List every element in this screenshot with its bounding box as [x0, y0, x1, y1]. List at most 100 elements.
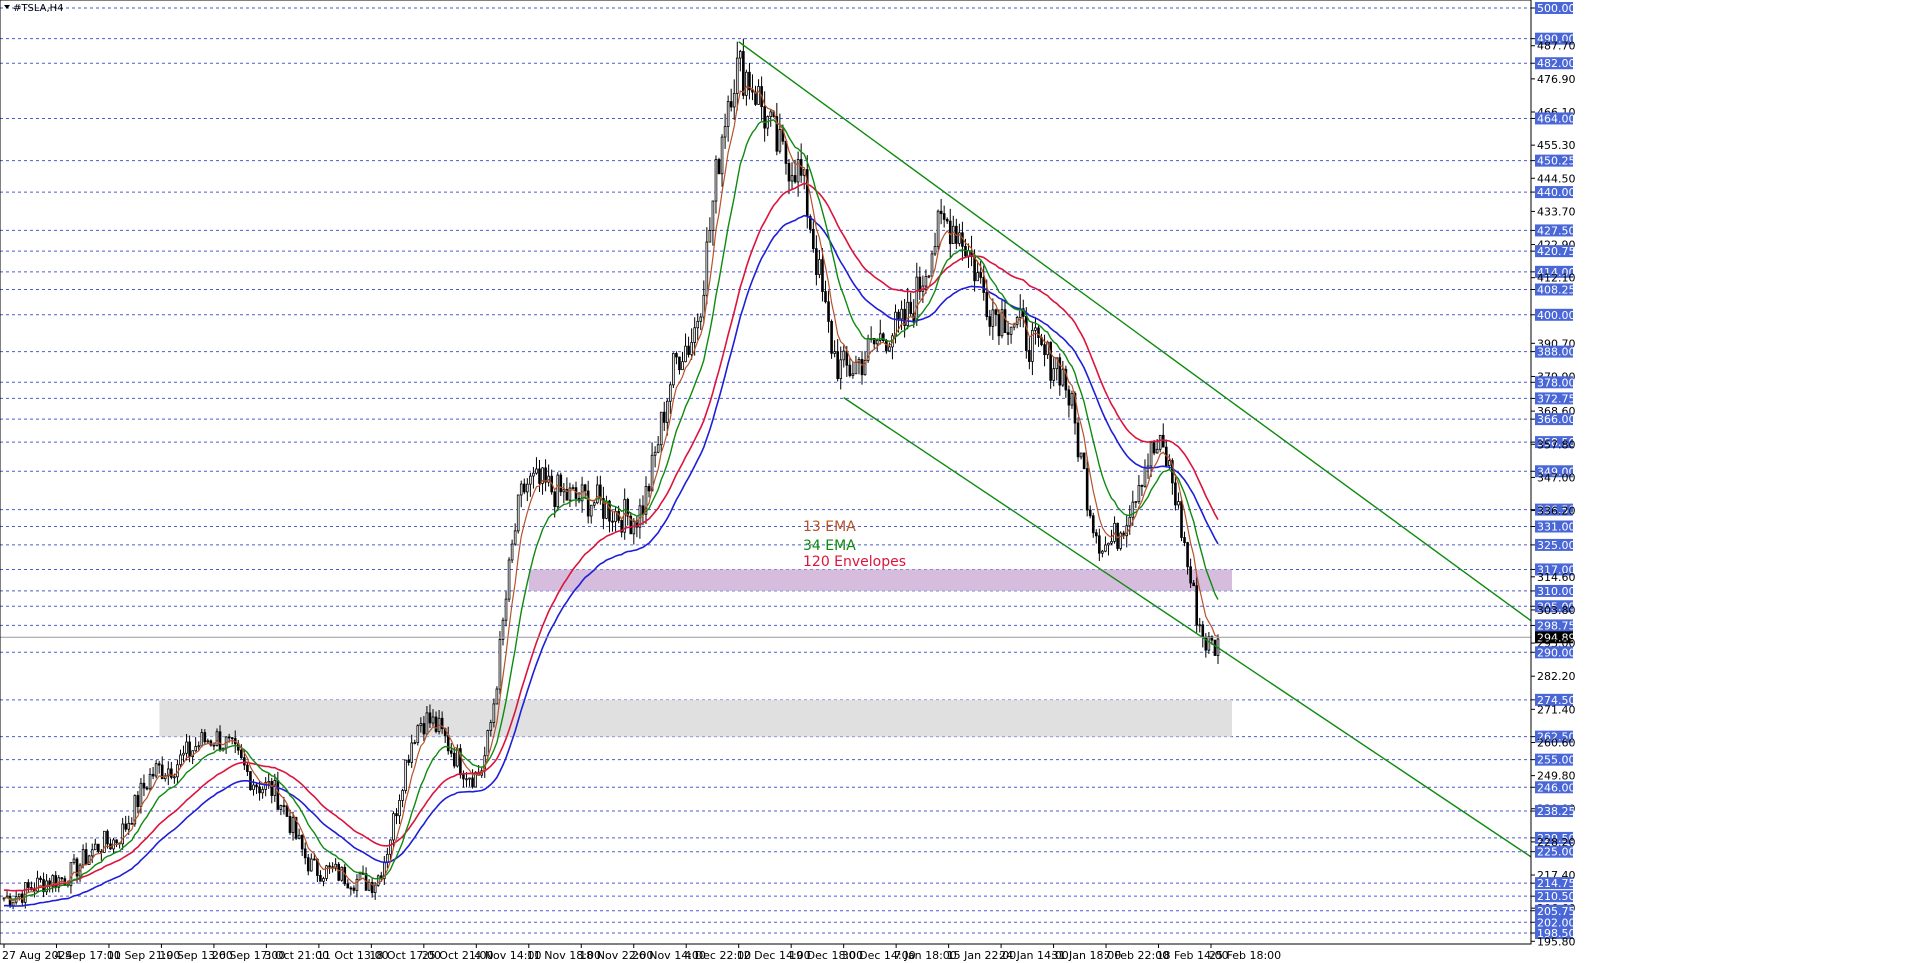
- candle-body: [42, 879, 45, 893]
- candle-body: [170, 768, 173, 778]
- price-label: 482.00: [1537, 57, 1576, 70]
- price-label: 210.50: [1537, 890, 1576, 903]
- time-label: 24 Jan 14:00: [999, 949, 1069, 962]
- level-box: [1535, 283, 1573, 296]
- trend-lines: [738, 41, 1532, 858]
- candle-body: [419, 723, 423, 727]
- candle-body: [1198, 624, 1202, 627]
- price-label: 450.25: [1537, 155, 1576, 168]
- candle-body: [495, 688, 499, 705]
- candle-body: [188, 741, 191, 758]
- candle-body: [127, 822, 131, 830]
- candle-body: [958, 232, 961, 244]
- price-label: 214.75: [1537, 877, 1576, 890]
- level-box: [1535, 465, 1573, 478]
- level-box: [1535, 753, 1573, 766]
- candle-body: [702, 294, 706, 318]
- candle-body: [258, 786, 261, 794]
- candle-body: [352, 887, 356, 891]
- candle-body: [413, 742, 417, 744]
- time-label: 26 Nov 14:00: [632, 949, 706, 962]
- candle-body: [97, 843, 100, 852]
- price-label: 198.50: [1537, 927, 1576, 940]
- candle-body: [395, 813, 398, 817]
- level-box: [1535, 877, 1573, 890]
- candle-body: [1073, 393, 1077, 424]
- candle-body: [1025, 316, 1028, 351]
- candle-body: [1079, 452, 1083, 458]
- candle-body: [1034, 327, 1037, 331]
- candle-body: [446, 735, 450, 752]
- candle-body: [672, 353, 675, 386]
- candle-body: [160, 764, 164, 780]
- level-box: [1535, 584, 1573, 597]
- candle-body: [75, 858, 79, 877]
- candle-body: [300, 834, 304, 850]
- level-box: [1535, 646, 1573, 659]
- candle-body: [936, 210, 940, 247]
- time-label: 25 Oct 21:00: [422, 949, 494, 962]
- candle-body: [821, 259, 824, 292]
- candle-body: [72, 858, 76, 863]
- candle-body: [23, 882, 27, 903]
- candle-body: [468, 777, 471, 780]
- candle-body: [875, 340, 879, 345]
- candle-body: [1128, 516, 1132, 527]
- price-label: 455.30: [1537, 139, 1576, 152]
- candle-body: [848, 364, 852, 376]
- candle-body: [1009, 326, 1013, 335]
- candle-body: [945, 218, 949, 222]
- candle-body: [115, 839, 118, 844]
- candle-body: [8, 895, 12, 907]
- price-label: 317.00: [1537, 563, 1576, 576]
- level-box: [1535, 600, 1573, 613]
- candle-body: [230, 737, 234, 740]
- candle-body: [367, 882, 371, 891]
- candle-body: [1067, 389, 1071, 406]
- price-label: 444.50: [1537, 172, 1576, 185]
- candle-body: [565, 489, 569, 501]
- candle-body: [191, 750, 194, 758]
- candle-body: [452, 752, 456, 767]
- candle-body: [583, 484, 587, 492]
- candle-body: [440, 717, 444, 730]
- price-label: 490.00: [1537, 33, 1576, 46]
- candle-body: [1061, 368, 1065, 386]
- candle-body: [203, 732, 207, 743]
- candle-body: [994, 309, 998, 315]
- trendline-lower: [843, 397, 1532, 858]
- candle-body: [519, 483, 523, 496]
- candle-body: [516, 494, 520, 532]
- candle-body: [985, 292, 989, 317]
- dropdown-arrow-icon[interactable]: [4, 5, 10, 9]
- candle-body: [1098, 535, 1101, 554]
- candle-body: [404, 759, 407, 791]
- price-label: 487.70: [1537, 40, 1576, 53]
- envelope-upper-line: [3, 182, 1219, 892]
- candle-body: [754, 91, 757, 105]
- candle-body: [1137, 485, 1141, 502]
- candle-body: [532, 472, 535, 477]
- candle-body: [1110, 540, 1113, 544]
- current-price-label: 294.89: [1537, 631, 1576, 644]
- candle-body: [434, 716, 438, 732]
- time-label: 18 Oct 17:00: [369, 949, 441, 962]
- candle-body: [270, 781, 274, 796]
- candle-body: [763, 106, 766, 129]
- price-label: 262.50: [1537, 731, 1576, 744]
- candle-body: [276, 780, 280, 810]
- candle-body: [684, 345, 687, 363]
- candle-body: [656, 444, 660, 453]
- price-label: 325.00: [1537, 539, 1576, 552]
- candle-body: [586, 490, 590, 517]
- time-label: 11 Oct 13:00: [317, 949, 389, 962]
- candle-body: [449, 750, 453, 754]
- level-box: [1535, 57, 1573, 70]
- candle-body: [173, 776, 176, 779]
- candle-body: [885, 340, 888, 352]
- candle-body: [882, 333, 885, 342]
- candle-body: [154, 763, 158, 777]
- price-label: 408.25: [1537, 283, 1576, 296]
- candle-body: [742, 51, 745, 96]
